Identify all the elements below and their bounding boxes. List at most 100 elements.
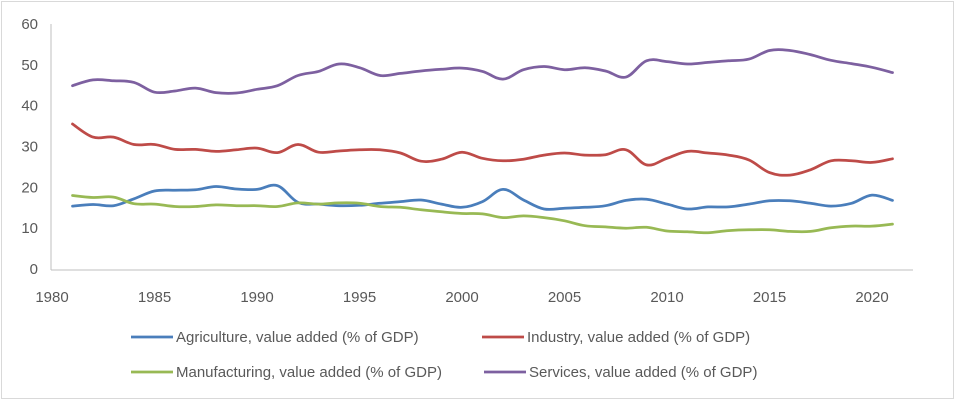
data-point-manufacturing: [133, 203, 135, 205]
data-point-manufacturing: [543, 216, 545, 218]
legend: Agriculture, value added (% of GDP) Indus…: [131, 329, 757, 381]
data-point-agriculture: [338, 205, 340, 207]
data-point-manufacturing: [71, 194, 73, 196]
data-point-manufacturing: [215, 204, 217, 206]
data-point-manufacturing: [563, 220, 565, 222]
data-point-industry: [809, 169, 811, 171]
data-point-manufacturing: [891, 223, 893, 225]
data-point-industry: [645, 164, 647, 166]
x-tick-label: 2000: [445, 289, 478, 306]
data-point-industry: [584, 154, 586, 156]
data-point-services: [768, 49, 770, 51]
data-point-agriculture: [420, 199, 422, 201]
data-point-manufacturing: [666, 230, 668, 232]
data-point-industry: [440, 158, 442, 160]
data-point-agriculture: [235, 188, 237, 190]
data-point-agriculture: [543, 208, 545, 210]
data-point-industry: [481, 157, 483, 159]
data-point-manufacturing: [338, 202, 340, 204]
data-point-manufacturing: [871, 225, 873, 227]
data-point-services: [748, 58, 750, 60]
legend-item-industry: Industry, value added (% of GDP): [482, 329, 750, 346]
data-point-industry: [194, 148, 196, 150]
series-line-services: [71, 48, 894, 95]
data-point-manufacturing: [768, 229, 770, 231]
data-point-industry: [789, 174, 791, 176]
data-point-industry: [338, 150, 340, 152]
data-point-services: [666, 60, 668, 62]
data-point-agriculture: [871, 194, 873, 196]
y-tick-label: 20: [21, 179, 38, 196]
series-line-industry: [71, 122, 894, 177]
data-point-agriculture: [379, 202, 381, 204]
data-point-manufacturing: [235, 205, 237, 207]
data-point-services: [440, 68, 442, 70]
data-point-manufacturing: [707, 232, 709, 234]
data-point-manufacturing: [440, 211, 442, 213]
data-point-manufacturing: [809, 230, 811, 232]
data-point-industry: [850, 160, 852, 162]
data-point-services: [850, 62, 852, 64]
data-point-agriculture: [809, 202, 811, 204]
data-point-industry: [112, 136, 114, 138]
data-point-agriculture: [522, 199, 524, 201]
data-point-services: [71, 85, 73, 87]
data-point-services: [215, 91, 217, 93]
data-point-services: [563, 69, 565, 71]
data-point-agriculture: [645, 198, 647, 200]
data-point-manufacturing: [789, 230, 791, 232]
y-tick-label: 0: [30, 261, 38, 278]
data-point-manufacturing: [604, 226, 606, 228]
data-point-services: [317, 70, 319, 72]
data-point-agriculture: [399, 200, 401, 202]
data-point-industry: [891, 158, 893, 160]
data-point-manufacturing: [358, 202, 360, 204]
data-point-services: [194, 87, 196, 89]
data-point-manufacturing: [850, 225, 852, 227]
series-lines: [71, 48, 894, 235]
legend-label: Services, value added (% of GDP): [529, 364, 757, 381]
data-point-services: [645, 60, 647, 62]
data-point-manufacturing: [276, 205, 278, 207]
data-point-agriculture: [133, 198, 135, 200]
data-point-industry: [358, 149, 360, 151]
data-point-industry: [317, 151, 319, 153]
y-tick-label: 10: [21, 220, 38, 237]
data-point-manufacturing: [297, 202, 299, 204]
data-point-services: [297, 74, 299, 76]
x-tick-label: 2010: [650, 289, 683, 306]
data-point-agriculture: [215, 185, 217, 187]
data-point-agriculture: [891, 199, 893, 201]
x-tick-labels: 1980 1985 1990 1995 2000 2005 2010 2015 2020: [35, 289, 888, 306]
data-point-services: [92, 79, 94, 81]
data-point-manufacturing: [481, 213, 483, 215]
data-point-industry: [830, 160, 832, 162]
data-point-agriculture: [707, 206, 709, 208]
data-point-services: [461, 67, 463, 69]
data-point-agriculture: [153, 190, 155, 192]
data-point-industry: [235, 149, 237, 151]
data-point-agriculture: [604, 205, 606, 207]
data-point-industry: [748, 159, 750, 161]
data-point-services: [789, 49, 791, 51]
x-tick-label: 1985: [138, 289, 171, 306]
x-tick-label: 2005: [548, 289, 581, 306]
data-point-services: [727, 60, 729, 62]
data-point-industry: [153, 143, 155, 145]
data-point-manufacturing: [461, 212, 463, 214]
data-point-services: [133, 81, 135, 83]
y-tick-label: 60: [21, 16, 38, 33]
data-point-services: [174, 90, 176, 92]
data-point-manufacturing: [502, 216, 504, 218]
data-point-services: [625, 76, 627, 78]
data-point-industry: [768, 171, 770, 173]
axes: [50, 24, 913, 271]
data-point-manufacturing: [727, 229, 729, 231]
x-tick-label: 1990: [240, 289, 273, 306]
x-tick-label: 1980: [35, 289, 68, 306]
data-point-industry: [71, 123, 73, 125]
data-point-agriculture: [71, 205, 73, 207]
data-point-industry: [727, 154, 729, 156]
data-point-industry: [707, 152, 709, 154]
data-point-industry: [625, 149, 627, 151]
